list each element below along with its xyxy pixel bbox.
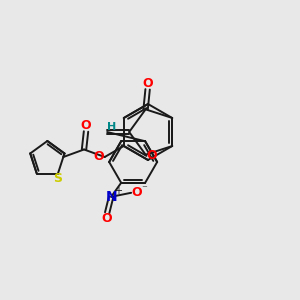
Text: O: O <box>93 151 104 164</box>
Text: O: O <box>102 212 112 225</box>
Text: +: + <box>114 186 122 196</box>
Text: N: N <box>105 190 117 204</box>
Text: O: O <box>142 77 153 90</box>
Text: H: H <box>106 122 116 132</box>
Text: O: O <box>132 186 142 199</box>
Text: S: S <box>53 172 62 185</box>
Text: O: O <box>81 119 91 132</box>
Text: ⁻: ⁻ <box>141 184 147 194</box>
Text: O: O <box>146 149 157 162</box>
